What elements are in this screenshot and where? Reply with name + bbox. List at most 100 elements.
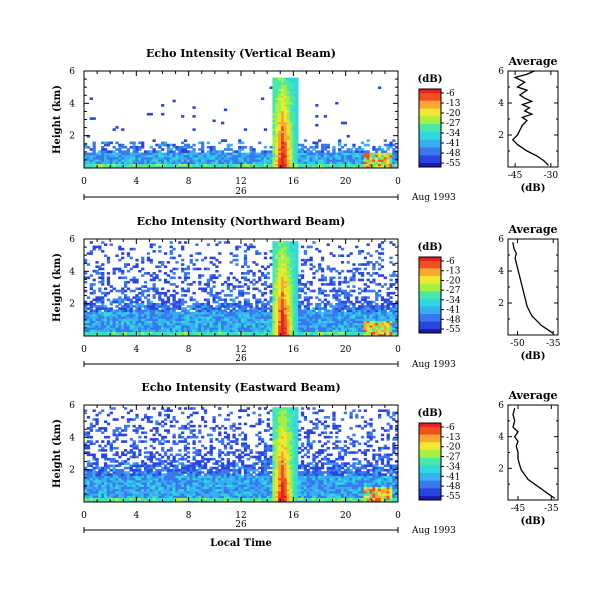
heatmap-cell xyxy=(272,329,276,332)
heatmap-cell xyxy=(289,165,293,169)
heatmap-cell xyxy=(295,95,299,98)
colorbar-segment xyxy=(419,317,441,321)
heatmap-cell xyxy=(178,302,182,306)
heatmap-cell xyxy=(215,316,219,319)
heatmap-cell xyxy=(146,309,151,313)
heatmap-cell xyxy=(318,331,322,335)
heatmap-cell xyxy=(95,298,99,302)
heatmap-cell xyxy=(115,331,119,335)
heatmap-cell xyxy=(86,327,91,330)
heatmap-cell xyxy=(152,446,156,450)
heatmap-cell xyxy=(192,305,196,308)
heatmap-cell xyxy=(183,154,188,158)
heatmap-cell xyxy=(89,285,93,288)
heatmap-cell xyxy=(86,134,91,138)
heatmap-cell xyxy=(338,148,342,151)
heatmap-cell xyxy=(115,479,119,483)
heatmap-cell xyxy=(275,261,279,264)
heatmap-cell xyxy=(243,163,248,167)
heatmap-cell xyxy=(138,316,142,319)
heatmap-cell xyxy=(101,274,105,277)
heatmap-cell xyxy=(92,471,96,474)
heatmap-cell xyxy=(103,294,108,297)
heatmap-cell xyxy=(146,407,151,410)
heatmap-cell xyxy=(338,313,342,317)
heatmap-cell xyxy=(338,272,342,275)
heatmap-cell xyxy=(329,156,333,160)
heatmap-cell xyxy=(123,298,128,302)
heatmap-cell xyxy=(226,329,230,332)
heatmap-cell xyxy=(206,316,210,319)
heatmap-cell xyxy=(103,495,108,498)
heatmap-cell xyxy=(260,159,265,162)
heatmap-cell xyxy=(241,318,245,321)
heatmap-cell xyxy=(249,322,253,326)
heatmap-cell xyxy=(192,307,196,310)
heatmap-cell xyxy=(86,486,91,490)
heatmap-cell xyxy=(275,95,279,98)
heatmap-cell xyxy=(109,460,113,463)
heatmap-cell xyxy=(278,110,282,114)
heatmap-cell xyxy=(109,446,113,450)
heatmap-cell xyxy=(169,154,173,158)
heatmap-cell xyxy=(258,320,262,324)
heatmap-cell xyxy=(103,457,108,461)
heatmap-cell xyxy=(146,416,151,419)
heatmap-cell xyxy=(149,152,153,156)
heatmap-cell xyxy=(249,148,253,151)
heatmap-cell xyxy=(295,101,299,105)
heatmap-cell xyxy=(389,161,393,164)
heatmap-cell xyxy=(138,468,142,472)
heatmap-cell xyxy=(298,150,302,153)
heatmap-cell xyxy=(238,145,242,149)
heatmap-cell xyxy=(278,287,282,291)
heatmap-cell xyxy=(349,333,353,337)
heatmap-cell xyxy=(283,241,288,244)
heatmap-cell xyxy=(206,313,210,317)
heatmap-cell xyxy=(158,493,162,496)
heatmap-cell xyxy=(115,427,119,430)
heatmap-cell xyxy=(221,320,225,324)
heatmap-cell xyxy=(246,316,250,319)
heatmap-cell xyxy=(132,280,136,284)
heatmap-cell xyxy=(135,287,139,291)
heatmap-cell xyxy=(249,320,253,324)
colorbar-segment xyxy=(419,96,441,100)
heatmap-cell xyxy=(226,316,230,319)
heatmap-cell xyxy=(198,156,202,160)
heatmap-cell xyxy=(112,464,116,468)
y-tick-label: 2 xyxy=(69,132,75,142)
heatmap-cell xyxy=(101,495,105,498)
heatmap-cell xyxy=(178,333,182,337)
heatmap-cell xyxy=(158,291,162,295)
heatmap-cell xyxy=(115,300,119,304)
heatmap-cell xyxy=(126,493,131,496)
heatmap-cell xyxy=(129,267,133,271)
heatmap-cell xyxy=(183,139,188,142)
heatmap-cell xyxy=(300,245,305,249)
heatmap-cell xyxy=(84,320,88,324)
heatmap-cell xyxy=(235,278,239,282)
heatmap-cell xyxy=(129,493,133,496)
heatmap-cell xyxy=(272,254,276,258)
heatmap-cell xyxy=(198,316,202,319)
heatmap-cell xyxy=(280,263,285,266)
heatmap-cell xyxy=(309,313,313,317)
heatmap-cell xyxy=(123,263,128,266)
heatmap-cell xyxy=(212,152,216,156)
heatmap-cell xyxy=(84,444,88,448)
heatmap-cell xyxy=(283,265,288,269)
heatmap-cell xyxy=(195,258,199,262)
heatmap-cell xyxy=(158,320,162,324)
heatmap-cell xyxy=(115,451,119,454)
heatmap-cell xyxy=(123,427,128,430)
heatmap-cell xyxy=(115,309,119,313)
heatmap-cell xyxy=(349,316,353,319)
heatmap-cell xyxy=(286,305,290,308)
heatmap-cell xyxy=(149,145,153,149)
heatmap-cell xyxy=(320,145,325,149)
heatmap-cell xyxy=(89,453,93,457)
heatmap-cell xyxy=(380,152,385,156)
heatmap-cell xyxy=(292,143,296,147)
heatmap-cell xyxy=(303,333,308,337)
